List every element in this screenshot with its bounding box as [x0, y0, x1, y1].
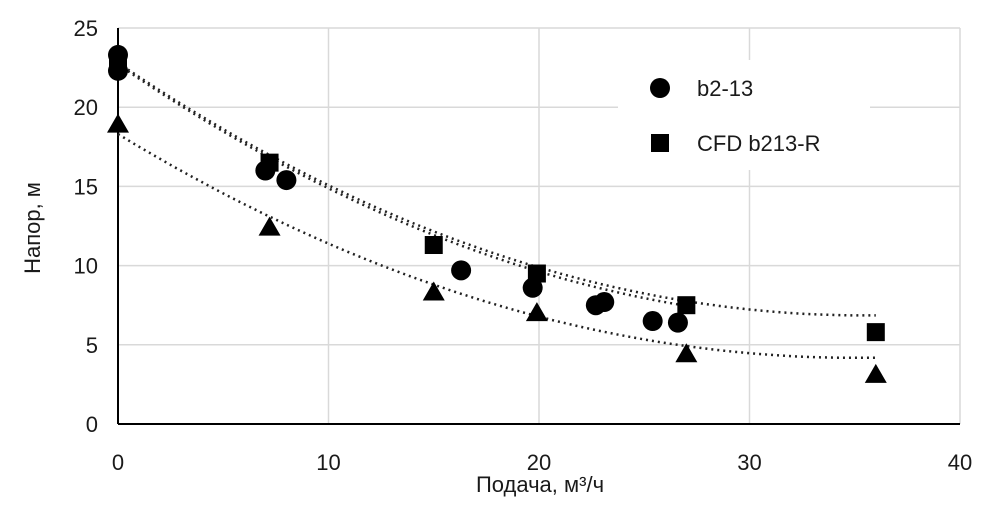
y-tick-label: 5	[86, 333, 98, 358]
y-tick-label: 25	[74, 16, 98, 41]
y-tick-label: 15	[74, 174, 98, 199]
y-tick-label: 10	[74, 254, 98, 279]
data-point-square	[424, 236, 443, 255]
axes: 0 5 10 15 20 25 0 10 20 30 40	[74, 16, 973, 475]
data-point-triangle	[422, 281, 445, 301]
x-tick-label: 0	[112, 450, 124, 475]
legend-label: CFD b213-R	[697, 131, 820, 156]
legend-marker-circle	[650, 78, 670, 98]
x-tick-label: 20	[527, 450, 551, 475]
data-point-circle	[108, 44, 128, 65]
data-point-circle	[108, 60, 128, 81]
data-point-triangle	[258, 216, 281, 236]
data-point-circle	[276, 170, 297, 191]
data-markers	[107, 44, 887, 383]
data-point-triangle	[864, 363, 887, 383]
x-tick-label: 10	[316, 450, 340, 475]
legend: b2-13 CFD b213-R	[618, 60, 870, 170]
grid	[118, 27, 961, 424]
trend-lines	[117, 61, 876, 360]
y-tick-label: 0	[86, 412, 98, 437]
trend-line	[117, 133, 876, 360]
data-point-triangle	[675, 343, 698, 363]
legend-label: b2-13	[697, 76, 753, 101]
x-axis-title: Подача, м³/ч	[476, 472, 604, 497]
data-point-triangle	[107, 113, 129, 133]
trend-line	[117, 61, 876, 317]
data-point-circle	[255, 160, 276, 181]
y-axis-title: Напор, м	[20, 182, 45, 274]
trend-line	[117, 63, 679, 306]
data-point-circle	[667, 312, 688, 333]
y-tick-label: 20	[74, 95, 98, 120]
data-point-circle	[522, 277, 543, 298]
data-point-square	[677, 296, 696, 315]
legend-marker-square	[651, 134, 669, 152]
data-point-triangle	[525, 302, 548, 322]
data-point-circle	[451, 260, 472, 281]
data-point-circle	[594, 292, 615, 313]
x-tick-label: 30	[737, 450, 761, 475]
x-tick-label: 40	[948, 450, 972, 475]
data-point-square	[866, 323, 885, 342]
data-point-circle	[642, 311, 663, 332]
